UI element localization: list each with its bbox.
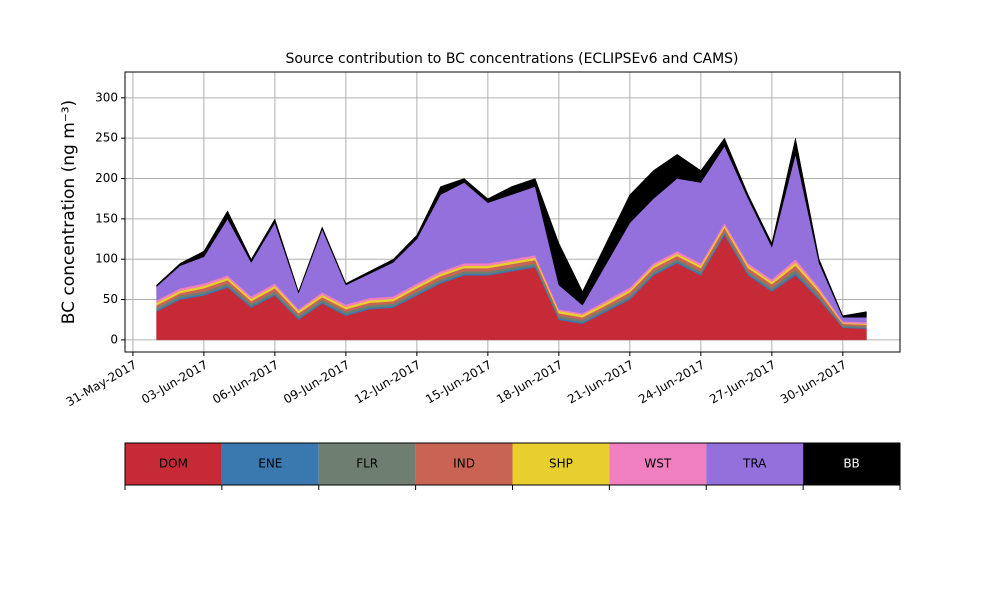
legend-label: TRA <box>742 457 767 471</box>
area <box>156 137 867 318</box>
legend-swatch <box>318 443 416 485</box>
legend-label: DOM <box>159 457 188 471</box>
legend-swatch <box>125 443 222 485</box>
y-tick-label: 300 <box>95 90 118 104</box>
x-tick-label: 30-Jun-2017 <box>778 358 849 407</box>
legend-label: IND <box>453 457 475 471</box>
chart-title: Source contribution to BC concentrations… <box>285 51 738 67</box>
legend-label: SHP <box>549 457 573 471</box>
x-tick-label: 21-Jun-2017 <box>565 358 636 407</box>
x-tick-label: 15-Jun-2017 <box>423 358 494 407</box>
legend-label: ENE <box>258 457 282 471</box>
y-tick-label: 200 <box>95 171 118 185</box>
y-tick-label: 50 <box>103 292 118 306</box>
x-tick-label: 06-Jun-2017 <box>210 358 281 407</box>
x-tick-label: 12-Jun-2017 <box>352 358 423 407</box>
legend-swatch <box>803 443 900 485</box>
legend-swatch <box>415 443 513 485</box>
legend-label: BB <box>843 457 859 471</box>
areas <box>156 137 867 341</box>
x-tick-label: 27-Jun-2017 <box>707 358 778 407</box>
x-tick-label: 03-Jun-2017 <box>139 358 210 407</box>
x-tick-label: 24-Jun-2017 <box>636 358 707 407</box>
plot-frame <box>124 71 901 353</box>
x-tick-label: 18-Jun-2017 <box>494 358 565 407</box>
legend-label: FLR <box>356 457 378 471</box>
y-axis-label: BC concentration (ng m⁻³) <box>59 100 79 324</box>
legend-frame <box>124 442 901 486</box>
y-tick-label: 0 <box>110 332 118 346</box>
x-tick-label: 09-Jun-2017 <box>281 358 352 407</box>
y-tick-label: 150 <box>95 211 118 225</box>
legend-swatch <box>221 443 319 485</box>
legend-swatch <box>609 443 707 485</box>
legend-swatch <box>512 443 610 485</box>
y-tick-label: 100 <box>95 252 118 266</box>
legend-swatch <box>706 443 804 485</box>
y-tick-label: 250 <box>95 131 118 145</box>
x-tick-label: 31-May-2017 <box>64 358 139 410</box>
legend-label: WST <box>644 457 671 471</box>
